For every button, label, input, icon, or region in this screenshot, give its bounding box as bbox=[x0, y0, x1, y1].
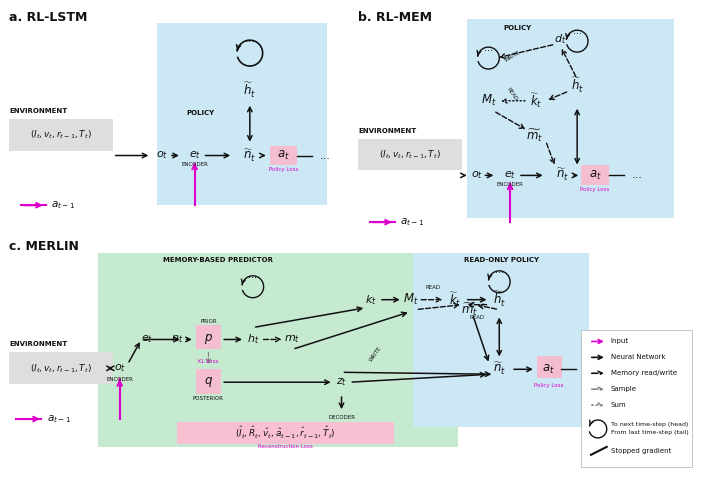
Text: To next time-step (head): To next time-step (head) bbox=[610, 422, 688, 428]
Bar bbox=[358, 138, 462, 170]
Text: $(I_t, v_t, r_{t-1}, T_t)$: $(I_t, v_t, r_{t-1}, T_t)$ bbox=[30, 128, 91, 141]
Text: ...: ... bbox=[320, 151, 330, 161]
Text: ...: ... bbox=[245, 34, 255, 44]
Bar bbox=[196, 369, 221, 394]
Text: $a_{t-1}$: $a_{t-1}$ bbox=[47, 413, 71, 425]
Text: ...: ... bbox=[583, 364, 594, 374]
Bar bbox=[537, 356, 562, 378]
Text: a. RL-LSTM: a. RL-LSTM bbox=[9, 11, 88, 25]
Text: WRITE: WRITE bbox=[369, 346, 383, 363]
Text: $(I_t, v_t, r_{t-1}, T_t)$: $(I_t, v_t, r_{t-1}, T_t)$ bbox=[30, 362, 91, 375]
Text: $\widetilde{m}_t$: $\widetilde{m}_t$ bbox=[526, 128, 543, 144]
Text: $a_t$: $a_t$ bbox=[277, 149, 290, 162]
Text: ENCODER: ENCODER bbox=[497, 182, 523, 187]
Bar bbox=[581, 165, 609, 185]
Text: Memory read/write: Memory read/write bbox=[610, 370, 677, 376]
Bar bbox=[196, 325, 221, 350]
Bar bbox=[9, 353, 113, 384]
Text: $d_t$: $d_t$ bbox=[554, 32, 566, 46]
Text: Stopped gradient: Stopped gradient bbox=[610, 448, 671, 454]
Text: $a_{t-1}$: $a_{t-1}$ bbox=[50, 199, 74, 211]
Bar bbox=[269, 145, 297, 165]
Text: $\widetilde{h}_t$: $\widetilde{h}_t$ bbox=[243, 82, 257, 100]
Bar bbox=[157, 23, 327, 205]
Text: $a_{t-1}$: $a_{t-1}$ bbox=[400, 216, 424, 228]
Text: ...: ... bbox=[484, 43, 493, 53]
Text: $M_t$: $M_t$ bbox=[403, 292, 418, 307]
Text: PRIOR: PRIOR bbox=[200, 319, 217, 324]
Text: $e_t$: $e_t$ bbox=[504, 169, 516, 181]
Text: Neural Network: Neural Network bbox=[610, 355, 665, 360]
Text: $\widetilde{h}_t$: $\widetilde{h}_t$ bbox=[493, 290, 506, 309]
Text: ...: ... bbox=[248, 270, 257, 280]
Bar bbox=[9, 119, 113, 151]
Text: $o_t$: $o_t$ bbox=[471, 169, 483, 181]
Bar bbox=[177, 422, 393, 444]
Text: $(\hat{I}_t, \hat{R}_t, \hat{v}_t, \hat{a}_{t-1}, \hat{r}_{t-1}, \hat{T}_t)$: $(\hat{I}_t, \hat{R}_t, \hat{v}_t, \hat{… bbox=[235, 425, 335, 441]
Bar bbox=[98, 253, 458, 447]
Text: ENCODER: ENCODER bbox=[182, 162, 208, 167]
Text: $n_t$: $n_t$ bbox=[171, 333, 183, 345]
Text: KL Loss: KL Loss bbox=[199, 359, 218, 364]
Text: Reconstruction Loss: Reconstruction Loss bbox=[258, 444, 313, 449]
Text: ...: ... bbox=[573, 26, 581, 36]
Text: Sample: Sample bbox=[610, 386, 637, 392]
Text: $\widetilde{h}_t$: $\widetilde{h}_t$ bbox=[571, 77, 584, 95]
Text: Sum: Sum bbox=[610, 402, 626, 408]
Bar bbox=[413, 253, 589, 427]
Text: $z_t$: $z_t$ bbox=[336, 376, 347, 388]
Text: POLICY: POLICY bbox=[186, 110, 215, 116]
Text: $\widetilde{m}_t$: $\widetilde{m}_t$ bbox=[461, 301, 478, 318]
Text: ENVIRONMENT: ENVIRONMENT bbox=[10, 108, 68, 114]
Text: $m_t$: $m_t$ bbox=[284, 333, 301, 345]
Text: $\widetilde{n}_t$: $\widetilde{n}_t$ bbox=[556, 167, 569, 184]
Text: READ: READ bbox=[469, 315, 484, 320]
Text: $h_t$: $h_t$ bbox=[247, 332, 259, 346]
Text: $M_t$: $M_t$ bbox=[481, 93, 496, 109]
Text: c. MERLIN: c. MERLIN bbox=[9, 240, 79, 253]
Text: $a_t$: $a_t$ bbox=[542, 363, 555, 376]
Text: From last time-step (tail): From last time-step (tail) bbox=[610, 431, 688, 436]
Text: Policy Loss: Policy Loss bbox=[534, 382, 563, 388]
Text: $e_t$: $e_t$ bbox=[141, 333, 153, 345]
Text: $p$: $p$ bbox=[204, 332, 213, 347]
Text: b. RL-MEM: b. RL-MEM bbox=[358, 11, 432, 25]
Bar bbox=[581, 329, 693, 467]
Text: MEMORY-BASED PREDICTOR: MEMORY-BASED PREDICTOR bbox=[163, 257, 273, 263]
Text: ENVIRONMENT: ENVIRONMENT bbox=[359, 128, 417, 134]
Text: POLICY: POLICY bbox=[503, 25, 531, 31]
Text: ...: ... bbox=[632, 170, 642, 180]
Text: Policy Loss: Policy Loss bbox=[580, 187, 610, 192]
Text: ENVIRONMENT: ENVIRONMENT bbox=[10, 341, 68, 348]
Text: WRITE: WRITE bbox=[504, 50, 522, 63]
Text: ...: ... bbox=[495, 265, 504, 275]
Text: $\widetilde{n}_t$: $\widetilde{n}_t$ bbox=[493, 361, 506, 377]
Bar bbox=[467, 19, 674, 218]
Text: $\widetilde{k}_t$: $\widetilde{k}_t$ bbox=[449, 290, 461, 309]
Text: $(I_t, v_t, r_{t-1}, T_t)$: $(I_t, v_t, r_{t-1}, T_t)$ bbox=[379, 148, 440, 161]
Text: $o_t$: $o_t$ bbox=[156, 150, 168, 162]
Text: $\widetilde{n}_t$: $\widetilde{n}_t$ bbox=[243, 147, 257, 164]
Text: $o_t$: $o_t$ bbox=[113, 362, 125, 374]
Text: $a_t$: $a_t$ bbox=[588, 169, 601, 182]
Text: $e_t$: $e_t$ bbox=[189, 150, 201, 162]
Text: $q$: $q$ bbox=[204, 375, 213, 389]
Text: Input: Input bbox=[610, 338, 629, 345]
Text: $\widetilde{k}_t$: $\widetilde{k}_t$ bbox=[530, 91, 542, 110]
Text: DECODER: DECODER bbox=[328, 414, 355, 419]
Text: Policy Loss: Policy Loss bbox=[269, 167, 298, 172]
Text: READ: READ bbox=[506, 86, 518, 102]
Text: ENCODER: ENCODER bbox=[106, 377, 133, 382]
Text: $k_t$: $k_t$ bbox=[365, 293, 377, 306]
Text: READ: READ bbox=[425, 285, 441, 290]
Text: READ-ONLY POLICY: READ-ONLY POLICY bbox=[464, 257, 539, 263]
Text: POSTERIOR: POSTERIOR bbox=[193, 396, 224, 401]
